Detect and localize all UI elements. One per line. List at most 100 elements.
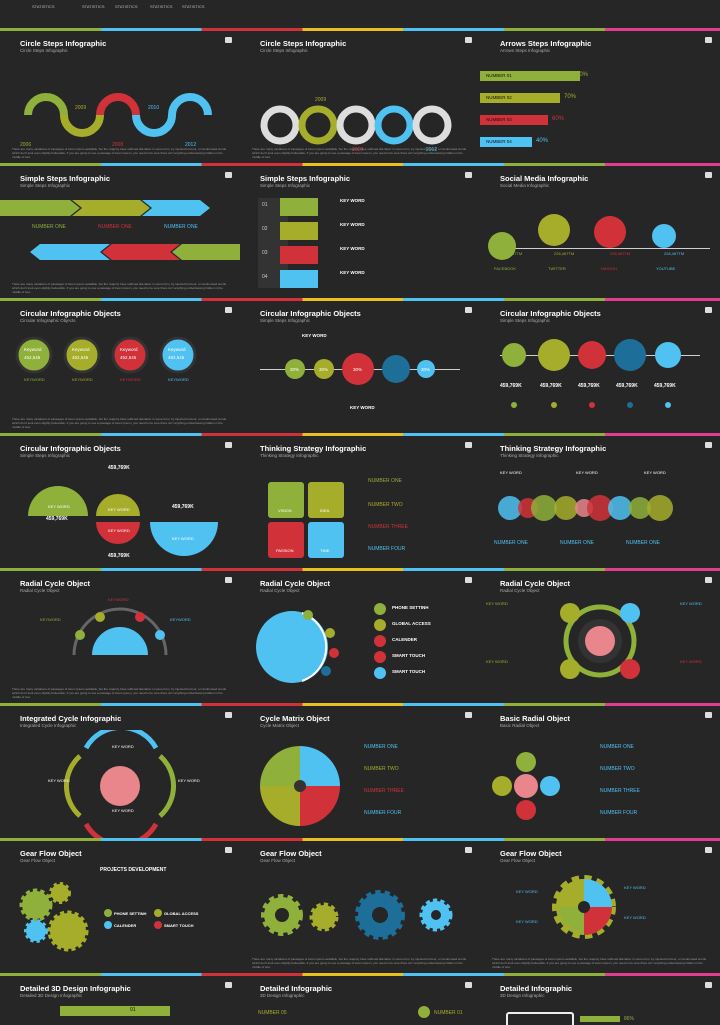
- slide-thumbnail[interactable]: Detailed Infographic 3D Design Infograph…: [480, 976, 720, 1025]
- slide-title: Circular Infographic Objects: [260, 309, 361, 318]
- color-divider: [0, 433, 720, 436]
- slide-thumbnail[interactable]: Basic Radial Object Basic Radial Object …: [480, 706, 720, 838]
- circle-keyword: Keyword: [24, 347, 42, 352]
- slide-footnote: There are many variations of passages of…: [252, 957, 467, 969]
- slide-subtitle: 3D Design Infographic: [500, 993, 545, 998]
- key-word-label: KEY WORD: [486, 601, 508, 606]
- slide-grid: Circle Steps Infographic Circle Steps In…: [0, 28, 720, 1025]
- slide-thumbnail[interactable]: Gear Flow Object Gear Flow Object There …: [240, 841, 480, 973]
- slide-title: Basic Radial Object: [500, 714, 571, 723]
- key-word-label: KEY WORD: [48, 504, 70, 509]
- top-label: STATISTICS: [182, 4, 205, 9]
- slide-thumbnail[interactable]: Integrated Cycle Infographic Integrated …: [0, 706, 240, 838]
- pct-label: 30%: [290, 367, 300, 372]
- slide-badge: [465, 37, 472, 43]
- slide-thumbnail[interactable]: Cycle Matrix Object Cycle Matrix Object …: [240, 706, 480, 838]
- slide-thumbnail[interactable]: Thinking Strategy Infographic Thinking S…: [240, 436, 480, 568]
- slide-row: Integrated Cycle Infographic Integrated …: [0, 703, 720, 838]
- circle-value: 452,545: [24, 355, 41, 360]
- slide-thumbnail[interactable]: Simple Steps Infographic Simple Steps In…: [0, 166, 240, 298]
- slide-thumbnail[interactable]: Radial Cycle Object Radial Cycle Object: [240, 571, 480, 703]
- slide-thumbnail[interactable]: Circle Steps Infographic Circle Steps In…: [240, 31, 480, 163]
- slide-title: Detailed Infographic: [500, 984, 573, 993]
- slide-footnote: There are many variations of passages of…: [12, 417, 227, 429]
- keyword-caption: KEYWORD: [108, 597, 129, 602]
- slide-subtitle: Gear Flow Object: [20, 858, 56, 863]
- slide-thumbnail[interactable]: Social Media Infographic Social Media In…: [480, 166, 720, 298]
- circle-value: 452,545: [72, 355, 89, 360]
- slide-thumbnail[interactable]: Circular Infographic Objects Circular In…: [0, 301, 240, 433]
- percent-circles-graphic: [285, 353, 435, 385]
- circle-value: 452,545: [168, 355, 185, 360]
- number-one-label: NUMBER ONE: [32, 224, 66, 230]
- key-word-label: KEY WORD: [302, 333, 327, 338]
- value-label: 459,769K: [500, 383, 522, 389]
- slide-body: KEYWORD KEYWORD KEYWORD: [0, 595, 240, 703]
- number-label: NUMBER ONE: [600, 744, 634, 750]
- device-frame: [506, 1012, 574, 1025]
- number-label: NUMBER FOUR: [368, 546, 406, 552]
- slide-body: 2006 2009 2008 2010 2012: [0, 55, 240, 163]
- slide-subtitle: Simple Steps Infographic: [260, 318, 311, 323]
- color-divider: [0, 298, 720, 301]
- social-label: TWITTER: [548, 266, 566, 271]
- slide-body: VISION IDEA PASSION TIME NUMBER ONE NUMB…: [240, 460, 480, 568]
- key-word-label: KEY WORD: [340, 198, 365, 203]
- quad-label: VISION: [278, 508, 292, 513]
- slide-title: Detailed Infographic: [260, 984, 333, 993]
- key-word-label: KEY WORD: [178, 778, 200, 783]
- slide-thumbnail[interactable]: Thinking Strategy Infographic Thinking S…: [480, 436, 720, 568]
- timeline: [490, 248, 710, 249]
- top-label: STATISTICS: [115, 4, 138, 9]
- slide-title: Arrows Steps Infographic: [500, 39, 592, 48]
- slide-subtitle: Cycle Matrix Object: [260, 723, 300, 728]
- radial-item: GLOBAL ACCESS: [392, 621, 431, 626]
- keyword-caption: KEYWORD: [24, 377, 45, 382]
- slide-thumbnail[interactable]: Circular Infographic Objects Simple Step…: [480, 301, 720, 433]
- slide-subtitle: Simple Steps Infographic: [20, 453, 71, 458]
- slide-thumbnail[interactable]: Simple Steps Infographic Simple Steps In…: [240, 166, 480, 298]
- slide-row: Gear Flow Object Gear Flow Object PROJEC…: [0, 838, 720, 973]
- color-divider: [0, 163, 720, 166]
- key-word-label: KEY WORD: [48, 778, 70, 783]
- ring-steps-graphic: [260, 105, 452, 145]
- slide-thumbnail[interactable]: Gear Flow Object Gear Flow Object PROJEC…: [0, 841, 240, 973]
- year-label: 2009: [75, 105, 87, 111]
- circle-keyword: Keyword: [72, 347, 90, 352]
- circle-keyword: Keyword: [168, 347, 186, 352]
- slide-body: PROJECTS DEVELOPMENT PHONE SETTINH GLOBA…: [0, 865, 240, 973]
- step-number: 01: [262, 202, 268, 208]
- slide-title: Gear Flow Object: [260, 849, 322, 858]
- slide-thumbnail[interactable]: Gear Flow Object Gear Flow Object KEY WO…: [480, 841, 720, 973]
- number-label: NUMBER THREE: [368, 524, 408, 530]
- radial-item: PHONE SETTINH: [392, 605, 429, 610]
- slide-thumbnail[interactable]: Radial Cycle Object Radial Cycle Object …: [480, 571, 720, 703]
- slide-thumbnail[interactable]: Circular Infographic Objects Simple Step…: [240, 301, 480, 433]
- gear-item: GLOBAL ACCESS: [164, 911, 199, 916]
- number-label: NUMBER THREE: [364, 788, 404, 794]
- slide-thumbnail[interactable]: Arrows Steps Infographic Arrows Steps In…: [480, 31, 720, 163]
- number-label: NUMBER 02: [486, 95, 512, 100]
- slide-thumbnail[interactable]: Radial Cycle Object Radial Cycle Object …: [0, 571, 240, 703]
- slide-thumbnail[interactable]: Circular Infographic Objects Simple Step…: [0, 436, 240, 568]
- slide-thumbnail[interactable]: Detailed 3D Design Infographic Detailed …: [0, 976, 240, 1025]
- slide-subtitle: Arrows Steps Infographic: [500, 48, 551, 53]
- slide-body: FACEBOOK TWITTER YAHOOH YOUTUBE 226,467T…: [480, 190, 720, 298]
- beads-graphic: [502, 339, 681, 408]
- slide-thumbnail[interactable]: Circle Steps Infographic Circle Steps In…: [0, 31, 240, 163]
- number-label: NUMBER THREE: [600, 788, 640, 794]
- key-word-label: KEY WORD: [576, 470, 598, 475]
- slide-body: 459,769K 459,769K 459,769K 459,769K 459,…: [480, 325, 720, 433]
- slide-subtitle: Integrated Cycle Infographic: [20, 723, 77, 728]
- number-label: NUMBER ONE: [494, 540, 528, 546]
- color-divider: [0, 973, 720, 976]
- value-label: 459,769K: [578, 383, 600, 389]
- keyword-caption: KEYWORD: [72, 377, 93, 382]
- color-divider: [0, 568, 720, 571]
- key-word-label: KEY WORD: [516, 919, 538, 924]
- year-label: 2010: [148, 105, 160, 111]
- slide-thumbnail[interactable]: Detailed Infographic 3D Design Infograph…: [240, 976, 480, 1025]
- pct-label: 30%: [353, 367, 363, 372]
- key-word-label: KEY WORD: [172, 536, 194, 541]
- quad-label: TIME: [320, 548, 330, 553]
